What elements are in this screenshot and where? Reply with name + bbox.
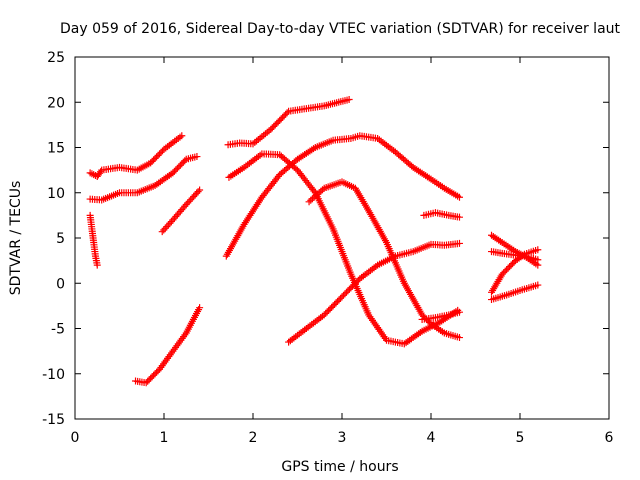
series-11-points — [418, 308, 463, 323]
y-tick-label: 20 — [47, 95, 65, 111]
series-5-points — [158, 186, 204, 236]
y-tick-label: 15 — [47, 141, 65, 157]
chart-title: Day 059 of 2016, Sidereal Day-to-day VTE… — [60, 21, 621, 37]
y-tick-label: 5 — [56, 231, 65, 247]
series-15-points — [488, 246, 542, 296]
x-tick-label: 4 — [427, 430, 436, 446]
series-12-points — [420, 209, 463, 221]
series-4-points — [132, 304, 204, 387]
x-tick-label: 1 — [160, 430, 169, 446]
data-marks — [86, 96, 542, 387]
series-7-points — [225, 150, 462, 348]
series-3-points — [86, 153, 201, 204]
y-axis-label: SDTVAR / TECUs — [8, 181, 24, 296]
axis-ticks: 0 1 2 3 4 5 6 -15 -10 -5 0 5 10 15 20 25 — [42, 50, 613, 446]
y-tick-label: 10 — [47, 186, 65, 202]
series-16-points — [488, 281, 542, 304]
x-tick-label: 5 — [516, 430, 525, 446]
y-tick-label: 25 — [47, 50, 65, 66]
x-tick-label: 6 — [605, 430, 614, 446]
series-6-points — [224, 96, 353, 149]
y-tick-label: -5 — [51, 322, 65, 338]
series-1-points — [86, 211, 101, 269]
plot-frame — [74, 56, 610, 420]
y-tick-label: -10 — [42, 367, 65, 383]
series-8-points — [222, 132, 463, 260]
x-axis-label: GPS time / hours — [281, 459, 398, 475]
y-tick-label: 0 — [56, 276, 65, 292]
x-tick-label: 0 — [71, 430, 80, 446]
x-tick-label: 3 — [338, 430, 347, 446]
x-tick-label: 2 — [249, 430, 258, 446]
series-2-points — [86, 132, 186, 180]
series-10-points — [305, 178, 463, 342]
y-tick-label: -15 — [42, 412, 65, 428]
